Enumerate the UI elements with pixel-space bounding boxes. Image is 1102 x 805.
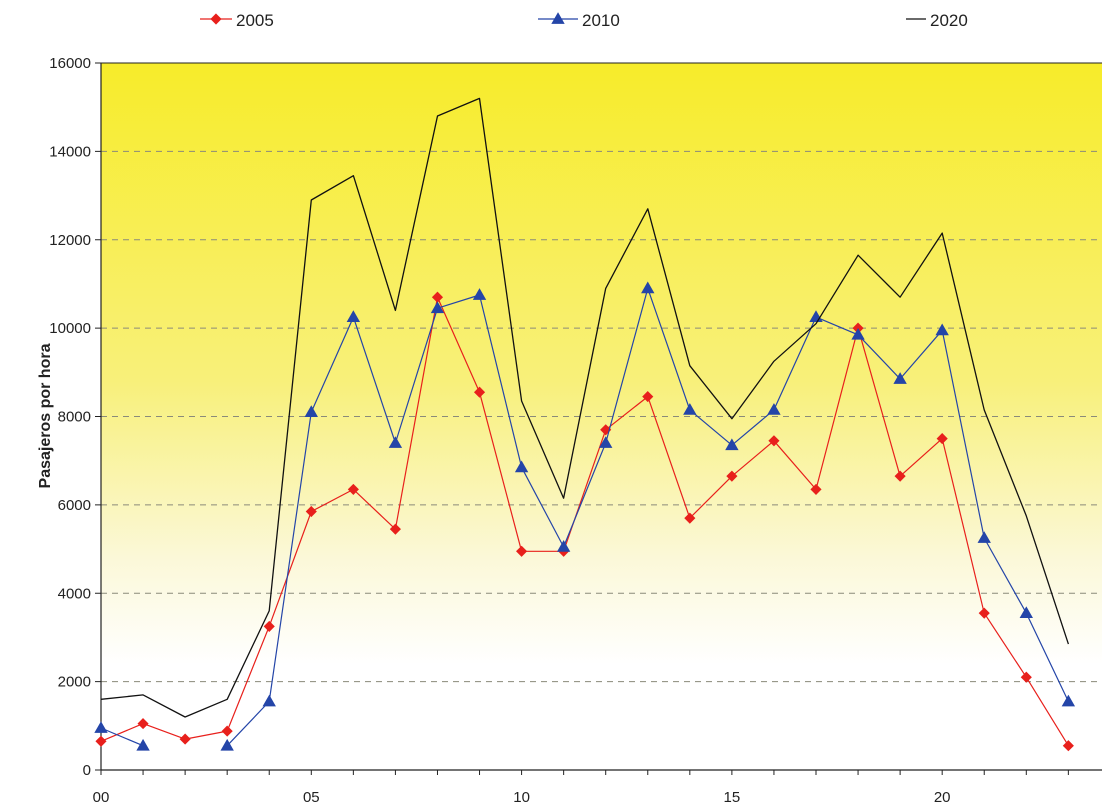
series-line-2005 (100, 296, 1069, 747)
data-point-2010 (262, 694, 276, 707)
data-point-2010 (94, 721, 108, 733)
x-tick-label: 20 (934, 789, 951, 805)
y-tick-label: 10000 (49, 320, 91, 337)
y-tick-label: 2000 (58, 674, 91, 691)
data-point-2010 (599, 436, 613, 448)
data-point-2005 (726, 470, 738, 482)
data-point-2010 (472, 288, 487, 300)
data-point-2010 (220, 738, 234, 751)
data-point-2005 (810, 483, 822, 495)
legend-label-2005: 2005 (236, 11, 274, 30)
data-point-2005 (347, 483, 359, 495)
data-point-2010 (977, 531, 991, 543)
data-point-2010 (725, 438, 739, 451)
data-point-2010 (514, 460, 529, 473)
data-point-2005 (221, 725, 233, 737)
x-tick-label: 00 (93, 789, 110, 805)
data-point-2010 (556, 540, 571, 552)
data-point-2010 (851, 327, 865, 340)
data-point-2010 (1061, 694, 1076, 707)
y-tick-label: 12000 (49, 232, 91, 249)
data-point-2010 (1019, 606, 1033, 619)
data-point-2010 (388, 436, 403, 448)
data-point-2010 (304, 405, 318, 417)
data-point-2005 (305, 505, 317, 518)
data-point-2005 (1020, 671, 1032, 683)
data-point-2010 (430, 301, 445, 314)
legend-marker-2010 (551, 12, 565, 24)
x-tick-label: 15 (724, 789, 741, 805)
x-tick-label: 10 (513, 789, 530, 805)
data-point-2005 (936, 433, 948, 445)
data-point-2010 (641, 281, 655, 294)
data-point-2005 (137, 718, 149, 730)
series-line-2020 (100, 97, 1070, 718)
data-point-2005 (516, 545, 528, 557)
legend-marker-2005 (210, 13, 222, 25)
y-tick-label: 6000 (58, 497, 91, 514)
data-point-2005 (179, 733, 191, 745)
y-tick-label: 0 (83, 762, 91, 779)
legend-label-2010: 2010 (582, 11, 620, 30)
data-point-2005 (389, 523, 401, 535)
y-tick-label: 14000 (49, 143, 91, 160)
data-point-2005 (1062, 740, 1074, 752)
data-point-2005 (473, 386, 486, 398)
y-axis-ticks: 0 2000 4000 6000 8000 10000 12000 14000 16000 (49, 55, 101, 779)
legend: 2005 2010 2020 (200, 11, 968, 30)
data-point-2010 (767, 403, 781, 415)
data-point-2010 (346, 310, 361, 322)
data-point-2010 (935, 323, 949, 336)
x-axis-ticks: 00 05 10 15 20 (93, 770, 1069, 805)
data-point-2005 (95, 735, 107, 747)
data-point-2005 (768, 435, 780, 447)
data-point-2005 (263, 620, 275, 632)
y-tick-label: 8000 (58, 409, 91, 426)
data-point-2010 (893, 372, 907, 384)
y-tick-label: 4000 (58, 585, 91, 602)
data-point-2005 (978, 607, 990, 619)
data-point-2005 (894, 470, 906, 482)
data-point-2010 (683, 403, 697, 415)
series-2020 (100, 97, 1070, 718)
series-line-2010 (100, 727, 144, 747)
data-point-2005 (642, 391, 654, 403)
grid-lines (101, 150, 1102, 683)
data-point-2005 (684, 512, 696, 524)
series (94, 97, 1076, 752)
data-point-2010 (136, 738, 150, 751)
x-tick-label: 05 (303, 789, 320, 805)
legend-label-2020: 2020 (930, 11, 968, 30)
y-tick-label: 16000 (49, 55, 91, 72)
y-axis-title: Pasajeros por hora (37, 343, 54, 488)
